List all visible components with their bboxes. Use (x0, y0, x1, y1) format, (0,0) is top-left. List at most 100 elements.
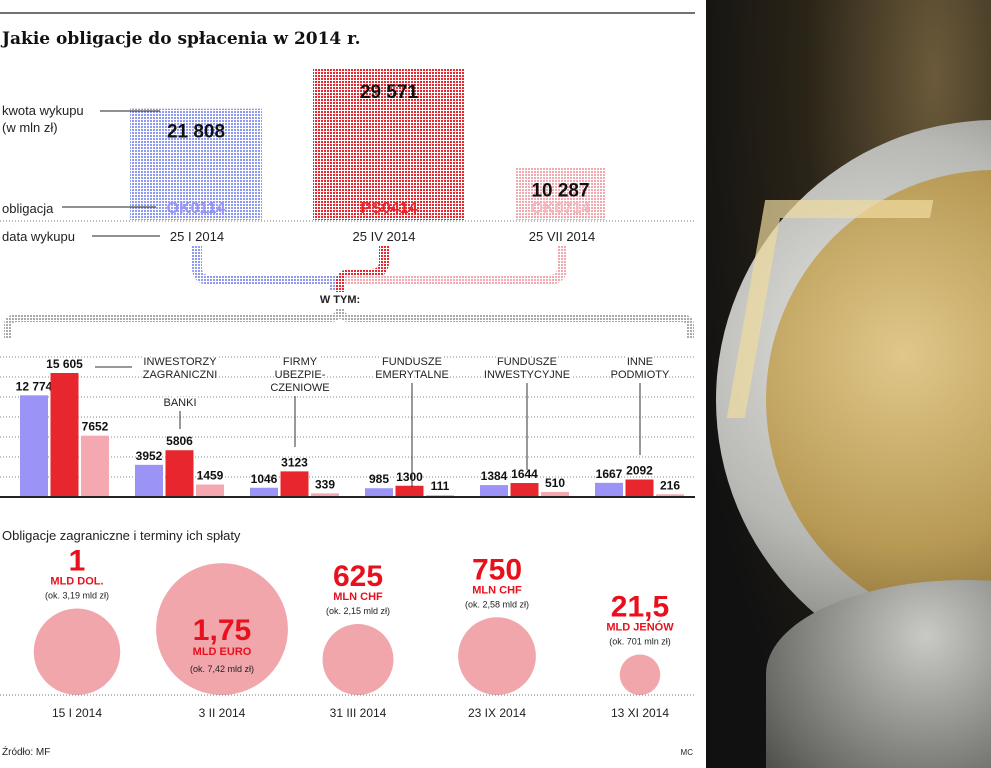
bubble-amount: 21,5 (611, 590, 669, 623)
brace (192, 245, 567, 292)
holder-value-label: 3123 (281, 455, 308, 469)
holder-value-label: 985 (369, 472, 389, 486)
holder-value-label: 1300 (396, 470, 423, 484)
bubble (156, 563, 288, 695)
bubble (322, 624, 394, 695)
bubble-pln: (ok. 2,58 mld zł) (465, 599, 529, 609)
holder-value-label: 3952 (136, 449, 163, 463)
bubble-pln: (ok. 3,19 mld zł) (45, 591, 109, 601)
bond-bar (313, 69, 465, 220)
bubble-amount: 625 (333, 560, 383, 593)
bubble-amount: 750 (472, 553, 522, 586)
category-label: FUNDUSZE (382, 356, 442, 368)
page-title: Jakie obligacje do spłacenia w 2014 r. (0, 29, 361, 49)
bond-value-label: 21 808 (167, 122, 225, 143)
bubble-date: 23 IX 2014 (468, 706, 526, 720)
bubble-date: 13 XI 2014 (611, 706, 669, 720)
holder-bar (165, 450, 194, 496)
bubble-date: 3 II 2014 (199, 706, 246, 720)
holder-value-label: 216 (660, 478, 680, 492)
bond-date-label: 25 IV 2014 (353, 229, 416, 244)
holder-value-label: 111 (431, 479, 450, 493)
category-label: FIRMY (283, 356, 318, 368)
bubble (619, 654, 661, 695)
holder-bar (311, 493, 339, 496)
holder-value-label: 1667 (596, 467, 623, 481)
holder-value-label: 12 774 (16, 379, 53, 393)
holder-value-label: 339 (315, 477, 335, 491)
bubble-pln: (ok. 2,15 mld zł) (326, 606, 390, 616)
holder-value-label: 1459 (197, 469, 224, 483)
bond-value-label: 29 571 (360, 82, 419, 103)
holder-value-label: 15 605 (46, 357, 83, 371)
wide-brace (3, 307, 694, 338)
coin-photo (706, 0, 991, 768)
bubble-amount: 1 (69, 545, 86, 578)
holder-value-label: 1046 (251, 472, 278, 486)
holder-bar (196, 484, 224, 496)
holder-value-label: 1644 (511, 467, 538, 481)
category-label: ZAGRANICZNI (143, 369, 218, 381)
holders-chart: 12 774 3952 1046 985 1384 1667 15 605 5806 3123 1… (0, 355, 695, 498)
label-amount-unit: (w mln zł) (2, 120, 58, 135)
bubble-pln: (ok. 7,42 mld zł) (190, 664, 254, 674)
holder-bar (135, 464, 163, 496)
bubble-unit: MLN CHF (333, 591, 383, 603)
holder-value-label: 2092 (626, 464, 653, 478)
coin-lower (766, 580, 991, 768)
holder-value-label: 510 (545, 476, 565, 490)
category-label: CZENIOWE (270, 382, 329, 394)
bubble-date: 15 I 2014 (52, 706, 102, 720)
bond-name-label: OK0714 (531, 200, 591, 217)
holder-value-label: 7652 (82, 420, 109, 434)
bubble-amount: 1,75 (193, 614, 251, 647)
holder-bar (541, 491, 569, 496)
holder-bar (510, 483, 539, 496)
holder-bar (280, 471, 309, 496)
category-label: UBEZPIE- (275, 369, 326, 381)
category-label: INNE (627, 356, 653, 368)
bond-value-label: 10 287 (531, 180, 589, 201)
category-label: PODMIOTY (611, 369, 670, 381)
source: Źródło: MF (2, 745, 50, 758)
infographic: Jakie obligacje do spłacenia w 2014 r. 2… (0, 12, 695, 758)
foreign-bonds-title: Obligacje zagraniczne i terminy ich spła… (2, 528, 241, 543)
bond-date-label: 25 VII 2014 (529, 229, 596, 244)
category-label: FUNDUSZE (497, 356, 557, 368)
holder-bar (656, 494, 684, 496)
bubble-unit: MLD DOL. (50, 576, 103, 588)
bubble-unit: MLD JENÓW (606, 620, 674, 633)
bond-date-label: 25 I 2014 (170, 229, 224, 244)
holder-value-label: 5806 (166, 434, 193, 448)
holder-bar (250, 487, 278, 496)
label-amount: kwota wykupu (2, 103, 84, 118)
bubble (33, 608, 121, 695)
holder-bar (20, 395, 48, 496)
category-label: INWESTORZY (143, 356, 217, 368)
holder-bar (595, 482, 623, 496)
author: MC (681, 748, 694, 757)
label-date: data wykupu (2, 229, 75, 244)
of-which-label: W TYM: (320, 294, 360, 306)
label-bond: obligacja (2, 201, 54, 216)
bond-bar (130, 108, 262, 220)
bubble (458, 617, 536, 695)
holder-bar (395, 485, 424, 496)
holder-bar (50, 373, 79, 496)
holder-value-label: 1384 (481, 469, 508, 483)
category-label: BANKI (163, 397, 196, 409)
category-label: INWESTYCYJNE (484, 369, 570, 381)
holder-bar (426, 495, 454, 496)
bond-amount-chart: 21 808 OK0114 25 I 2014 29 571 PS0414 25 IV 2… (130, 69, 605, 244)
holder-bar (480, 485, 508, 496)
bond-bar (516, 167, 605, 220)
bubble-unit: MLD EURO (193, 646, 252, 658)
bubble-date: 31 III 2014 (330, 706, 387, 720)
bubble-pln: (ok. 701 mln zł) (609, 636, 671, 646)
bond-name-label: PS0414 (361, 200, 418, 217)
holder-bar (625, 479, 654, 496)
bubble-unit: MLN CHF (472, 584, 522, 596)
bond-name-label: OK0114 (167, 200, 226, 217)
category-label: EMERYTALNE (375, 369, 449, 381)
